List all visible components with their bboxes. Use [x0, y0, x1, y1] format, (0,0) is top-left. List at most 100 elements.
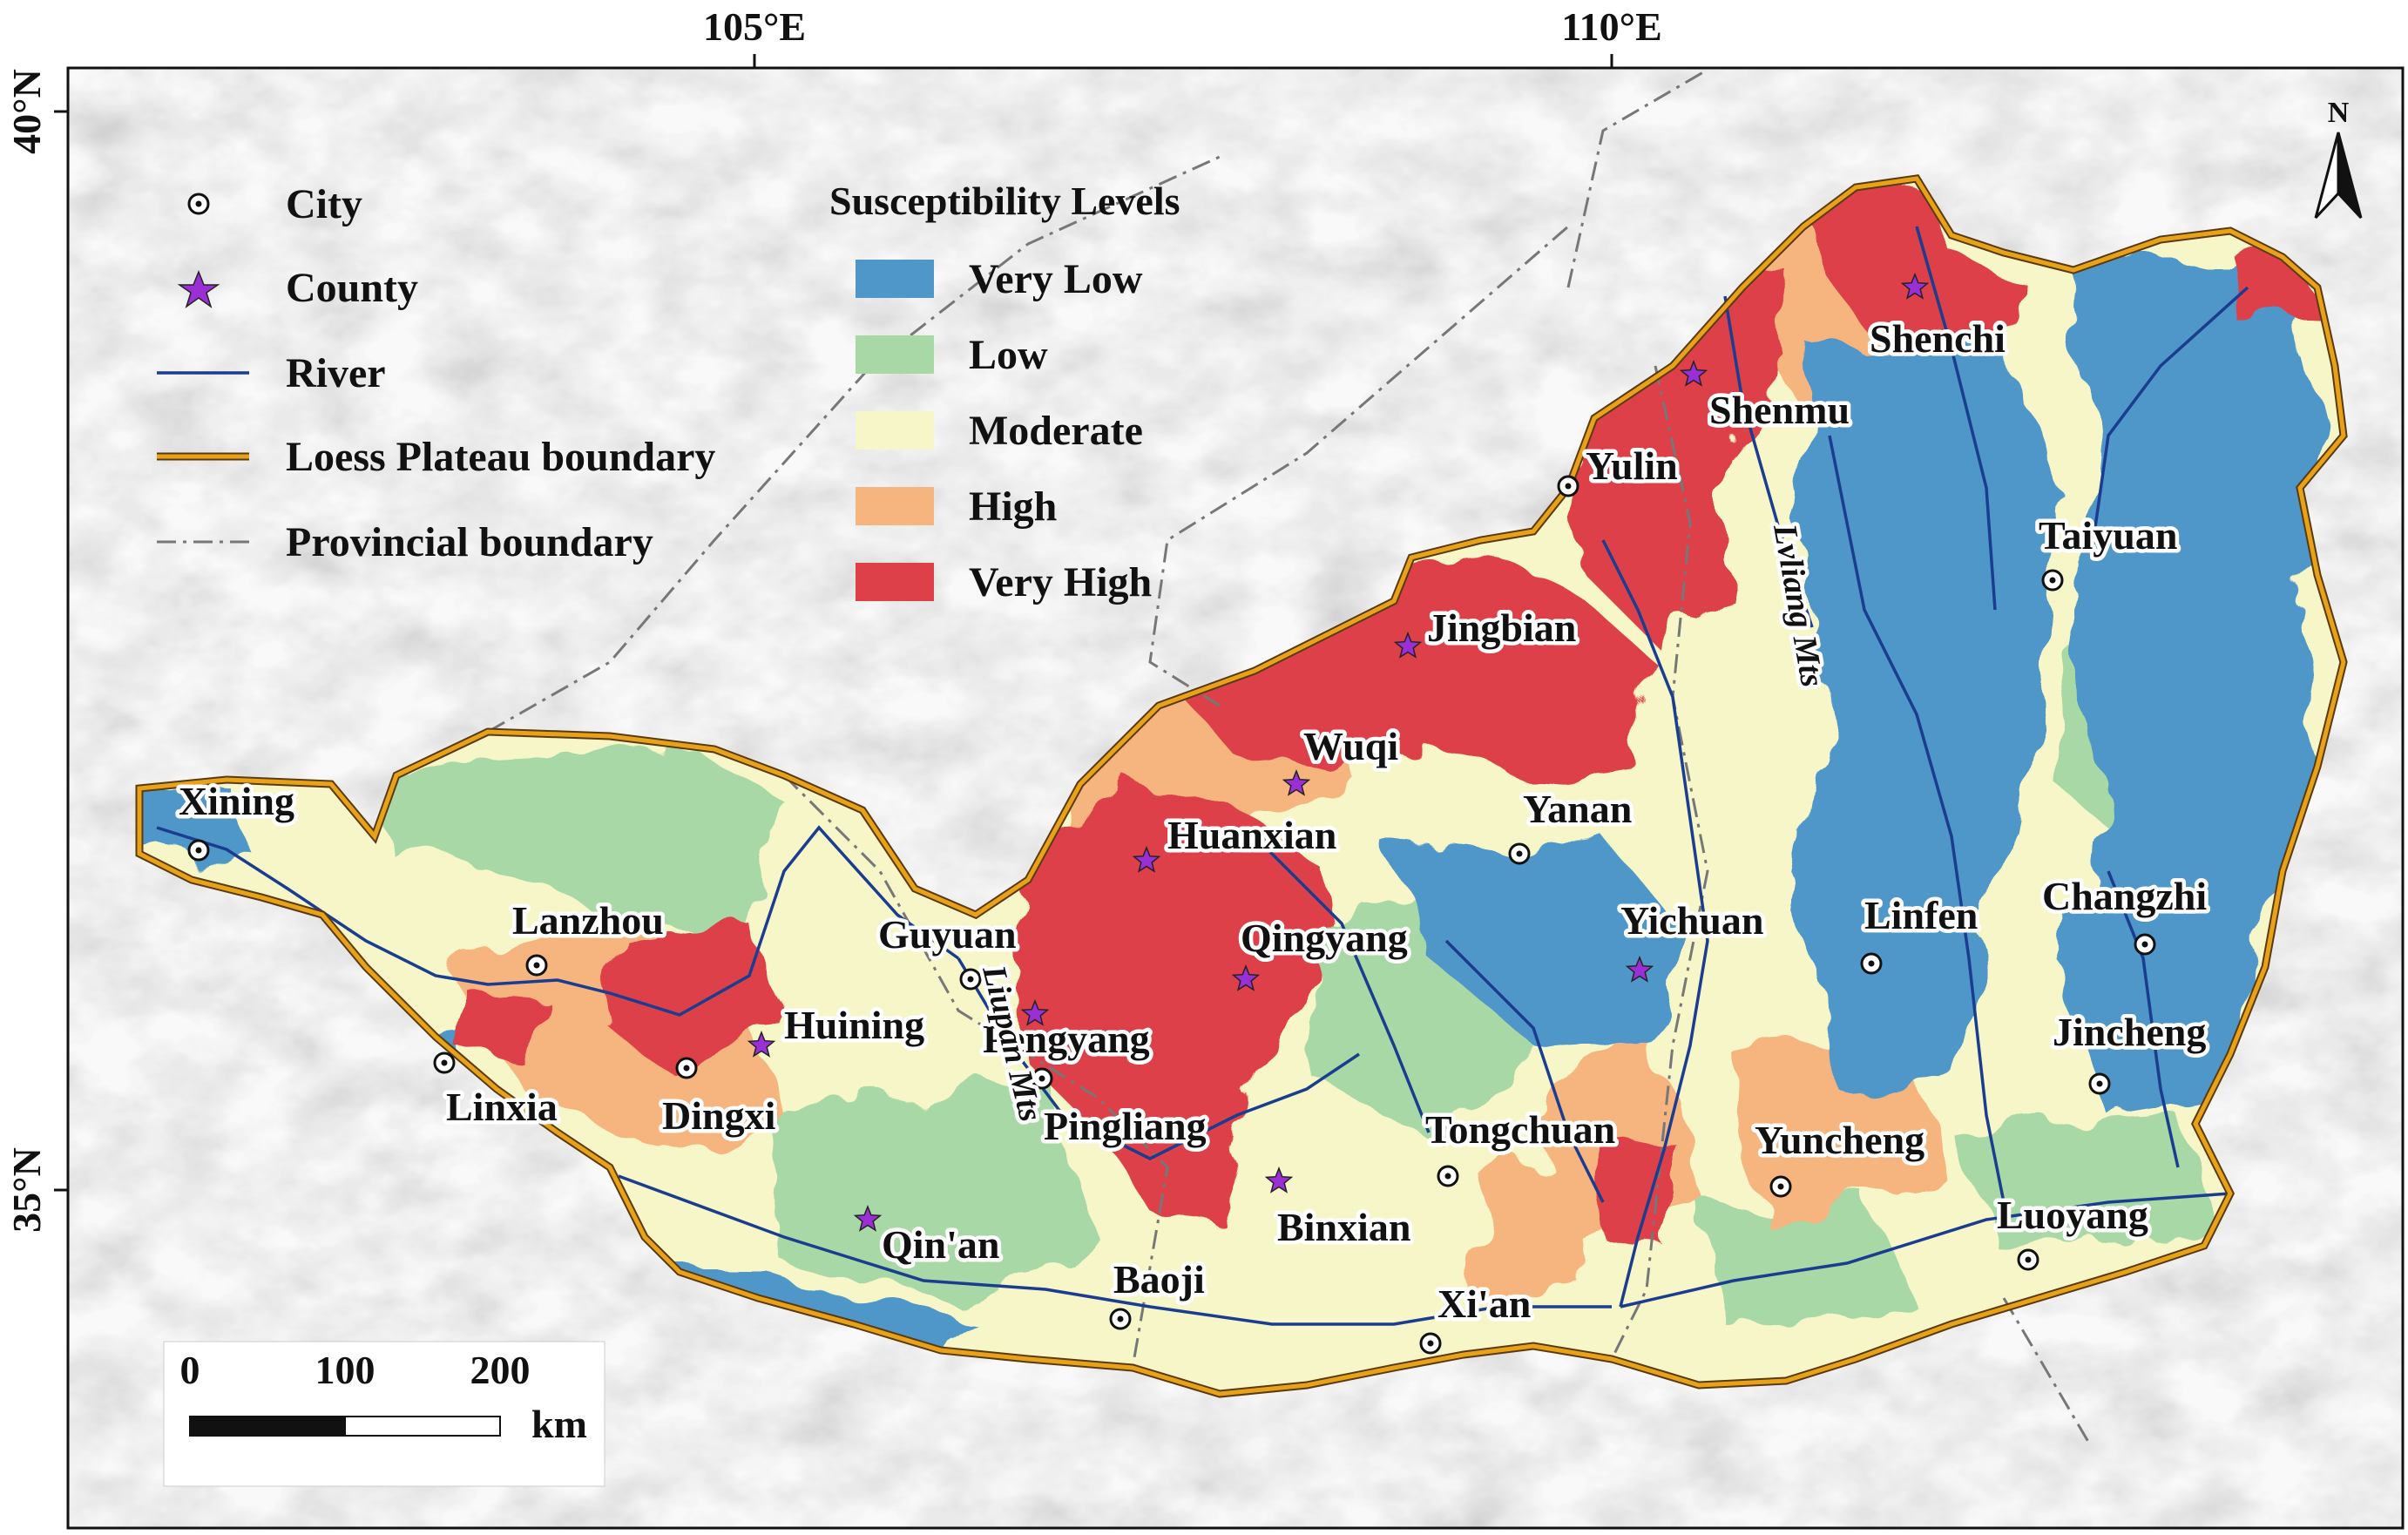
symbol-legend: City County River Loess Plateau boundary… [157, 181, 715, 565]
county-star-icon [853, 1204, 883, 1232]
north-arrow: N [2314, 97, 2363, 220]
legend-city-label: City [286, 181, 362, 227]
zone-very-high [1568, 261, 1795, 645]
county-shenmu: Shenmu [1679, 359, 1854, 436]
city-baoji: Baoji [1109, 1254, 1209, 1330]
legend-swatch-very-low [856, 260, 934, 298]
lat-label-40: 40°N [4, 69, 49, 154]
zone-very-high [610, 923, 784, 1080]
legend-plateau-boundary: Loess Plateau boundary [157, 434, 715, 480]
county-qin-an: Qin'an [853, 1204, 1004, 1271]
city-label: Jincheng [2053, 1010, 2206, 1054]
city-label: Linfen [1864, 893, 1978, 937]
zone-very-high [1586, 1124, 1673, 1254]
city-label: Linxia [446, 1085, 558, 1129]
city-jincheng: Jincheng [2049, 1006, 2210, 1095]
city-yuncheng: Yuncheng [1751, 1114, 1929, 1198]
lon-label-105: 105°E [703, 4, 806, 49]
legend-level-label: High [969, 483, 1057, 530]
county-jingbian: Jingbian [1393, 602, 1580, 659]
rivers [156, 226, 2249, 1326]
city-taiyuan: Taiyuan [2035, 510, 2181, 592]
county-star-icon [1282, 768, 1311, 796]
city-label: Dingxi [662, 1093, 776, 1138]
legend-provincial-boundary-label: Provincial boundary [286, 519, 653, 565]
legend-swatch-moderate [856, 411, 934, 450]
city-label: Changzhi [2042, 874, 2207, 918]
lat-label-35: 35°N [4, 1147, 49, 1233]
legend-plateau-boundary-label: Loess Plateau boundary [286, 434, 715, 480]
legend-city: City [187, 181, 362, 227]
city-label: Lanzhou [512, 898, 664, 943]
legend-provincial-boundary: Provincial boundary [157, 519, 653, 565]
legend-swatch-high [856, 487, 934, 525]
scale-unit: km [531, 1402, 587, 1446]
county-star-icon [177, 269, 220, 308]
county-shenchi: Shenchi [1866, 272, 2010, 365]
scale-tick-100: 100 [315, 1348, 375, 1392]
lon-label-110: 110°E [1561, 4, 1662, 49]
legend-swatch-very-high [856, 563, 934, 601]
zone-very-high [453, 976, 540, 1063]
county-label: Wuqi [1303, 724, 1398, 768]
county-wuqi: Wuqi [1282, 720, 1403, 796]
city-label: Baoji [1113, 1257, 1205, 1302]
county-star-icon [1393, 631, 1423, 659]
legend-level-label: Moderate [969, 408, 1143, 454]
county-label: Jingbian [1427, 605, 1576, 650]
county-label: Huining [784, 1003, 924, 1047]
city-tongchuan: Tongchuan [1422, 1104, 1620, 1187]
city-linxia: Linxia [433, 1052, 561, 1133]
zone-high [1472, 1159, 1586, 1307]
legend-county: County [177, 265, 418, 311]
city-luoyang: Luoyang [1993, 1189, 2152, 1271]
zone-very-low [1394, 836, 1690, 1063]
graticule-labels: 105°E 110°E 40°N 35°N [4, 4, 1662, 1233]
county-pengyang: Pengyang [979, 998, 1153, 1065]
city-label: Guyuan [878, 912, 1017, 957]
zone-very-low [2056, 261, 2326, 1115]
city-label: Xi'an [1437, 1281, 1531, 1326]
county-huanxian: Huanxian [1132, 809, 1341, 873]
susceptibility-legend-title: Susceptibility Levels [829, 179, 1180, 223]
county-label: Qingyang [1241, 916, 1408, 960]
place-labels: Xining Lanzhou Linxia Dingxi Guyuan Pingliang… [175, 272, 2211, 1355]
city-label: Taiyuan [2039, 513, 2177, 558]
city-xi-an: Xi'an [1419, 1278, 1535, 1355]
zone-low [1699, 1202, 1917, 1324]
county-yichuan: Yichuan [1617, 895, 1768, 983]
zone-very-high [1812, 183, 2021, 348]
county-star-icon [1625, 955, 1654, 983]
city-linfen: Linfen [1860, 889, 1982, 975]
zone-low [1951, 1115, 2213, 1254]
county-star-icon [1132, 845, 1161, 873]
zone-low [767, 1080, 1098, 1307]
north-label: N [2328, 97, 2350, 129]
scale-tick-0: 0 [180, 1348, 200, 1392]
county-star-icon [1020, 998, 1050, 1026]
legend-level-label: Low [969, 332, 1048, 378]
county-huining: Huining [747, 999, 929, 1058]
city-yanan: Yanan [1508, 783, 1636, 865]
city-label: Pingliang [1044, 1104, 1207, 1148]
city-label: Xining [179, 779, 294, 823]
provincial-boundaries [487, 68, 2093, 1447]
county-label: Yichuan [1620, 898, 1763, 943]
county-label: Huanxian [1167, 813, 1336, 857]
zone-very-low [139, 784, 261, 862]
county-qingyang: Qingyang [1231, 912, 1411, 991]
county-star-icon [1679, 359, 1708, 387]
map-frame [66, 66, 2405, 1530]
city-label: Yanan [1523, 787, 1632, 831]
legend-county-label: County [286, 265, 418, 311]
city-changzhi: Changzhi [2039, 870, 2211, 956]
county-label: Shenmu [1709, 388, 1850, 432]
city-label: Luoyang [1997, 1193, 2148, 1237]
zone-very-low [1795, 331, 2056, 1098]
susceptibility-legend: Susceptibility Levels Very Low Low Moderat… [829, 179, 1180, 605]
county-star-icon [1900, 272, 1930, 300]
city-label: Yuncheng [1755, 1118, 1924, 1162]
city-dingxi: Dingxi [659, 1057, 780, 1142]
city-yulin: Yulin [1557, 440, 1681, 497]
